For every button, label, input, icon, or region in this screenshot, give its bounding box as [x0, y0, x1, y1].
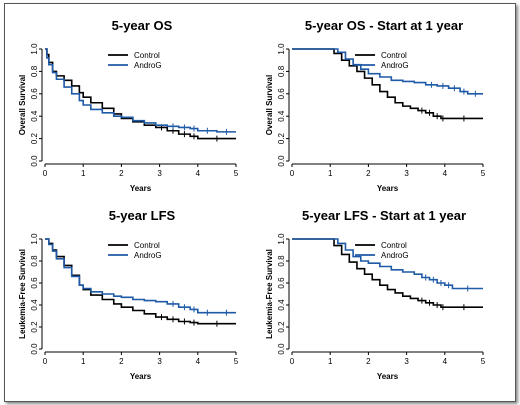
y-tick-label: 0.0: [277, 343, 286, 355]
chart-title: 5-year OS: [112, 18, 173, 33]
x-tick-label: 0: [43, 357, 48, 366]
x-tick-label: 4: [196, 169, 201, 178]
x-tick-label: 5: [481, 169, 486, 178]
x-tick-label: 1: [81, 357, 86, 366]
series-line-control: [45, 238, 236, 325]
y-tick-label: 1.0: [30, 233, 39, 245]
x-tick-label: 0: [290, 169, 295, 178]
series-line-androg: [292, 48, 483, 95]
chart-panel-2: 5-year OS - Start at 1 year 0 1 2 3 4 5 0.0 0.2 0…: [265, 18, 486, 193]
x-tick-label: 0: [43, 169, 48, 178]
y-tick-label: 0.4: [30, 110, 39, 122]
y-axis-label: Leukemia-Free Survival: [265, 249, 274, 339]
y-tick-label: 0.0: [30, 343, 39, 355]
y-tick-label: 0.6: [30, 277, 39, 289]
legend-label: Control: [134, 51, 160, 60]
x-tick-label: 5: [234, 169, 239, 178]
y-tick-label: 1.0: [30, 43, 39, 55]
chart-title: 5-year OS - Start at 1 year: [305, 18, 463, 33]
x-axis-label: Years: [130, 372, 152, 381]
x-tick-label: 2: [119, 357, 124, 366]
y-tick-label: 0.6: [277, 277, 286, 289]
x-tick-label: 1: [81, 169, 86, 178]
legend-label: Control: [381, 51, 407, 60]
y-tick-label: 0.4: [30, 299, 39, 311]
y-tick-label: 0.8: [277, 65, 286, 77]
x-tick-label: 2: [366, 357, 371, 366]
x-tick-label: 3: [404, 357, 409, 366]
y-tick-label: 0.2: [30, 321, 39, 333]
x-tick-label: 5: [481, 357, 486, 366]
legend-label: AndroG: [134, 251, 162, 260]
figure-frame: 5-year OS 0 1 2 3 4 5 0.0 0.2 0.4 0.6 0.8 1.0 Years Ov…: [4, 3, 516, 402]
y-tick-label: 0.6: [277, 88, 286, 100]
legend-label: Control: [381, 241, 407, 250]
y-axis-label: Overall Survival: [18, 75, 27, 135]
x-axis-label: Years: [130, 184, 152, 193]
y-tick-label: 1.0: [277, 43, 286, 55]
y-tick-label: 0.6: [30, 88, 39, 100]
y-tick-label: 0.4: [277, 299, 286, 311]
y-tick-label: 0.4: [277, 110, 286, 122]
x-tick-label: 1: [328, 357, 333, 366]
x-axis-label: Years: [377, 372, 399, 381]
y-tick-label: 0.8: [30, 255, 39, 267]
x-tick-label: 3: [157, 357, 162, 366]
x-tick-label: 2: [366, 169, 371, 178]
y-tick-label: 0.0: [30, 155, 39, 167]
y-axis-label: Overall Survival: [265, 75, 274, 135]
legend-label: AndroG: [381, 61, 409, 70]
series-line-androg: [292, 238, 483, 290]
x-tick-label: 4: [196, 357, 201, 366]
y-tick-label: 0.2: [277, 132, 286, 144]
y-tick-label: 0.2: [277, 321, 286, 333]
chart-panel-3: 5-year LFS 0 1 2 3 4 5 0.0 0.2 0.4 0.6 0.8 1.0 Years L…: [18, 208, 239, 381]
chart-title: 5-year LFS - Start at 1 year: [302, 208, 466, 223]
legend-label: Control: [134, 241, 160, 250]
km-figure: 5-year OS 0 1 2 3 4 5 0.0 0.2 0.4 0.6 0.8 1.0 Years Ov…: [18, 18, 486, 381]
x-axis-label: Years: [377, 184, 399, 193]
y-tick-label: 1.0: [277, 233, 286, 245]
x-tick-label: 4: [443, 169, 448, 178]
y-axis-label: Leukemia-Free Survival: [18, 249, 27, 339]
y-tick-label: 0.0: [277, 155, 286, 167]
x-tick-label: 3: [404, 169, 409, 178]
y-tick-label: 0.8: [277, 255, 286, 267]
y-tick-label: 0.2: [30, 132, 39, 144]
chart-panel-4: 5-year LFS - Start at 1 year 0 1 2 3 4 5 0.0 0.2…: [265, 208, 486, 381]
series-line-androg: [45, 238, 236, 314]
legend-label: AndroG: [134, 61, 162, 70]
x-tick-label: 4: [443, 357, 448, 366]
legend-label: AndroG: [381, 251, 409, 260]
x-tick-label: 1: [328, 169, 333, 178]
series-line-androg: [45, 48, 236, 133]
x-tick-label: 3: [157, 169, 162, 178]
chart-title: 5-year LFS: [109, 208, 176, 223]
x-tick-label: 0: [290, 357, 295, 366]
chart-panel-1: 5-year OS 0 1 2 3 4 5 0.0 0.2 0.4 0.6 0.8 1.0 Years Ov…: [18, 18, 239, 193]
y-tick-label: 0.8: [30, 65, 39, 77]
x-tick-label: 2: [119, 169, 124, 178]
x-tick-label: 5: [234, 357, 239, 366]
